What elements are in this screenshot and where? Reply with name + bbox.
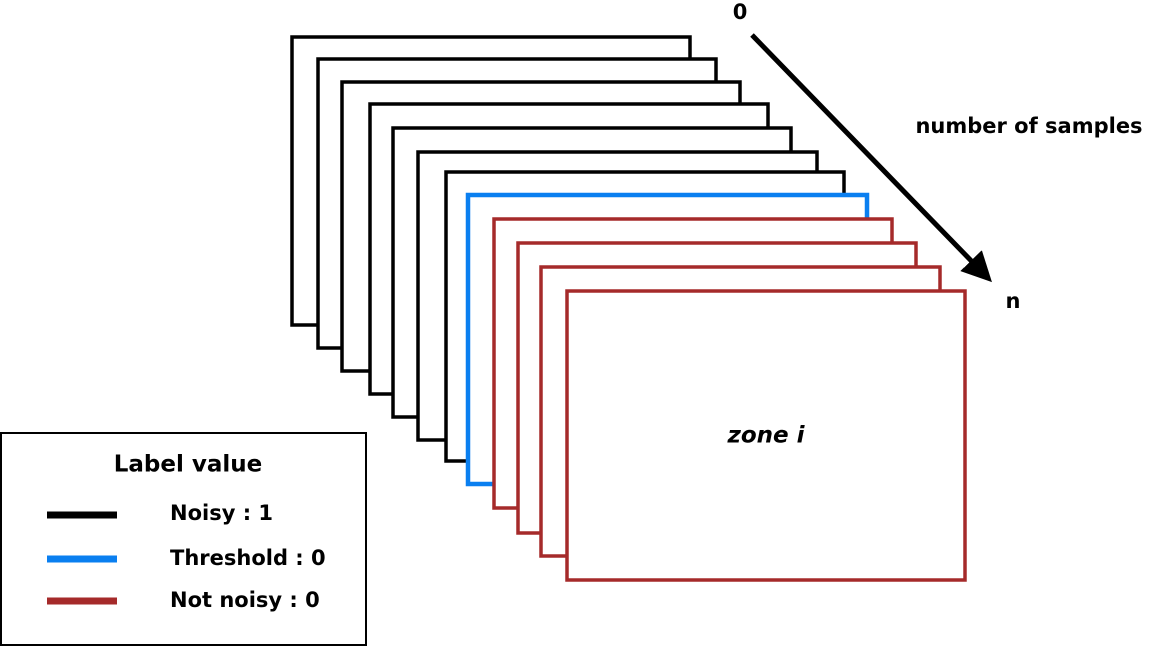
axis-label: number of samples (915, 114, 1142, 138)
legend-title: Label value (114, 452, 263, 478)
legend-box (0, 432, 367, 646)
frame-not-noisy (565, 289, 967, 582)
samples-arrow (750, 33, 992, 283)
axis-start: 0 (733, 0, 748, 24)
axis-end: n (1006, 289, 1021, 313)
legend-item: Threshold : 0 (170, 546, 326, 570)
zone-label: zone i (726, 423, 805, 449)
legend: Label value Noisy : 1 Threshold : 0 Not … (0, 432, 367, 646)
legend-item: Not noisy : 0 (170, 588, 320, 612)
frames (290, 35, 967, 582)
legend-item: Noisy : 1 (170, 501, 273, 525)
